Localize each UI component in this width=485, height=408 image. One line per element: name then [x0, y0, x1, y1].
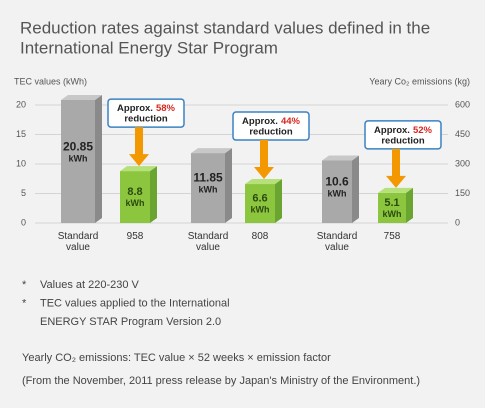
label-line: 808 — [252, 231, 269, 242]
y2-tick-label: 450 — [455, 129, 470, 139]
y2-axis-label: Yeary Co₂ emissions (kg) — [369, 76, 470, 86]
label-line: kWh — [69, 154, 88, 164]
bar — [191, 153, 225, 223]
bar-top — [322, 155, 359, 161]
label-line: value — [66, 242, 90, 253]
annotation: Approx. 58% — [117, 103, 175, 114]
bar-top — [378, 187, 413, 193]
label-line: Standard — [58, 231, 99, 242]
label-line: 6.6 — [252, 192, 267, 204]
value-label: 11.85 kWh — [193, 171, 223, 195]
annotation-box — [107, 98, 185, 128]
label-line: 10.6 — [325, 175, 349, 189]
bar-side — [406, 187, 413, 223]
bar-top — [191, 148, 232, 154]
annotation-suffix: reduction — [124, 114, 167, 125]
value-label: 8.8 kWh — [126, 186, 145, 208]
bar-group — [120, 166, 157, 223]
bar — [245, 184, 275, 223]
label-line: 11.85 — [193, 171, 223, 185]
x-tick-label: 808 — [252, 231, 269, 242]
arrow — [129, 127, 149, 167]
annotation-prefix: Approx. — [117, 103, 153, 114]
bar-side — [352, 155, 359, 223]
label-line: 20.85 — [63, 140, 93, 154]
y2-tick-label: 150 — [455, 188, 470, 198]
y2-tick-label: 300 — [455, 158, 470, 168]
note: Values at 220-230 V — [40, 279, 140, 291]
note: ENERGY STAR Program Version 2.0 — [40, 316, 221, 328]
label-line: 758 — [384, 231, 401, 242]
y-tick-label: 15 — [16, 129, 26, 139]
x-tick-label: Standard value — [58, 231, 99, 253]
note-marker: * — [22, 297, 27, 309]
bar — [61, 99, 95, 223]
label-line: kWh — [328, 189, 347, 199]
annotation-prefix: Approx. — [242, 116, 278, 127]
value-label: 6.6 kWh — [251, 192, 270, 214]
x-tick-label: 958 — [127, 231, 144, 242]
label-line: 958 — [127, 231, 144, 242]
y-tick-label: 0 — [21, 217, 26, 227]
label-line: 5.1 — [384, 197, 399, 209]
label-line: kWh — [251, 205, 270, 215]
value-label: 10.6 kWh — [325, 175, 349, 199]
value-label: 20.85 kWh — [63, 140, 93, 164]
bar-group — [61, 94, 102, 223]
formula: Yearly CO₂ emissions: TEC value × 52 wee… — [22, 352, 331, 364]
y-axis-label: TEC values (kWh) — [14, 76, 87, 86]
y-tick-label: 20 — [16, 99, 26, 109]
bar — [378, 192, 406, 223]
annotation-percent: 58% — [156, 103, 176, 114]
y-tick-label: 5 — [21, 188, 26, 198]
bar-top — [61, 94, 102, 100]
label-line: value — [196, 242, 220, 253]
annotation-percent: 52% — [413, 124, 433, 135]
x-tick-label: 758 — [384, 231, 401, 242]
bar-side — [95, 94, 102, 223]
annotation: Approx. 52% — [374, 124, 432, 135]
y2-tick-label: 600 — [455, 99, 470, 109]
label-line: 8.8 — [127, 186, 142, 198]
bar-side — [150, 166, 157, 223]
x-tick-label: Standard value — [317, 231, 358, 253]
chart-title: Reduction rates against standard values … — [20, 18, 430, 37]
chart-title: International Energy Star Program — [20, 38, 278, 57]
annotation-box — [364, 120, 442, 150]
x-tick-label: Standard value — [188, 231, 229, 253]
bar-group — [378, 187, 413, 223]
label-line: value — [325, 242, 349, 253]
bar — [120, 171, 150, 223]
label-line: kWh — [383, 209, 402, 219]
y2-tick-label: 0 — [455, 217, 460, 227]
label-line: Standard — [317, 231, 358, 242]
arrow — [386, 148, 406, 188]
bar-side — [275, 179, 282, 223]
label-line: kWh — [126, 198, 145, 208]
bar-group — [322, 155, 359, 223]
bar-group — [245, 179, 282, 223]
note: TEC values applied to the International — [40, 297, 230, 309]
y-tick-label: 10 — [16, 158, 26, 168]
bar-top — [120, 166, 157, 172]
annotation-prefix: Approx. — [374, 124, 410, 135]
annotation-suffix: reduction — [249, 127, 292, 138]
label-line: kWh — [199, 185, 218, 195]
label-line: Standard — [188, 231, 229, 242]
source: (From the November, 2011 press release b… — [22, 375, 420, 387]
value-label: 5.1 kWh — [383, 197, 402, 219]
annotation: Approx. 44% — [242, 116, 300, 127]
bar-top — [245, 179, 282, 185]
bar-side — [225, 148, 232, 223]
annotation-box — [232, 111, 310, 141]
arrow — [254, 140, 274, 180]
annotation-suffix: reduction — [381, 135, 424, 146]
bar-group — [191, 148, 232, 223]
note-marker: * — [22, 279, 27, 291]
bar — [322, 160, 352, 223]
annotation-percent: 44% — [281, 116, 301, 127]
